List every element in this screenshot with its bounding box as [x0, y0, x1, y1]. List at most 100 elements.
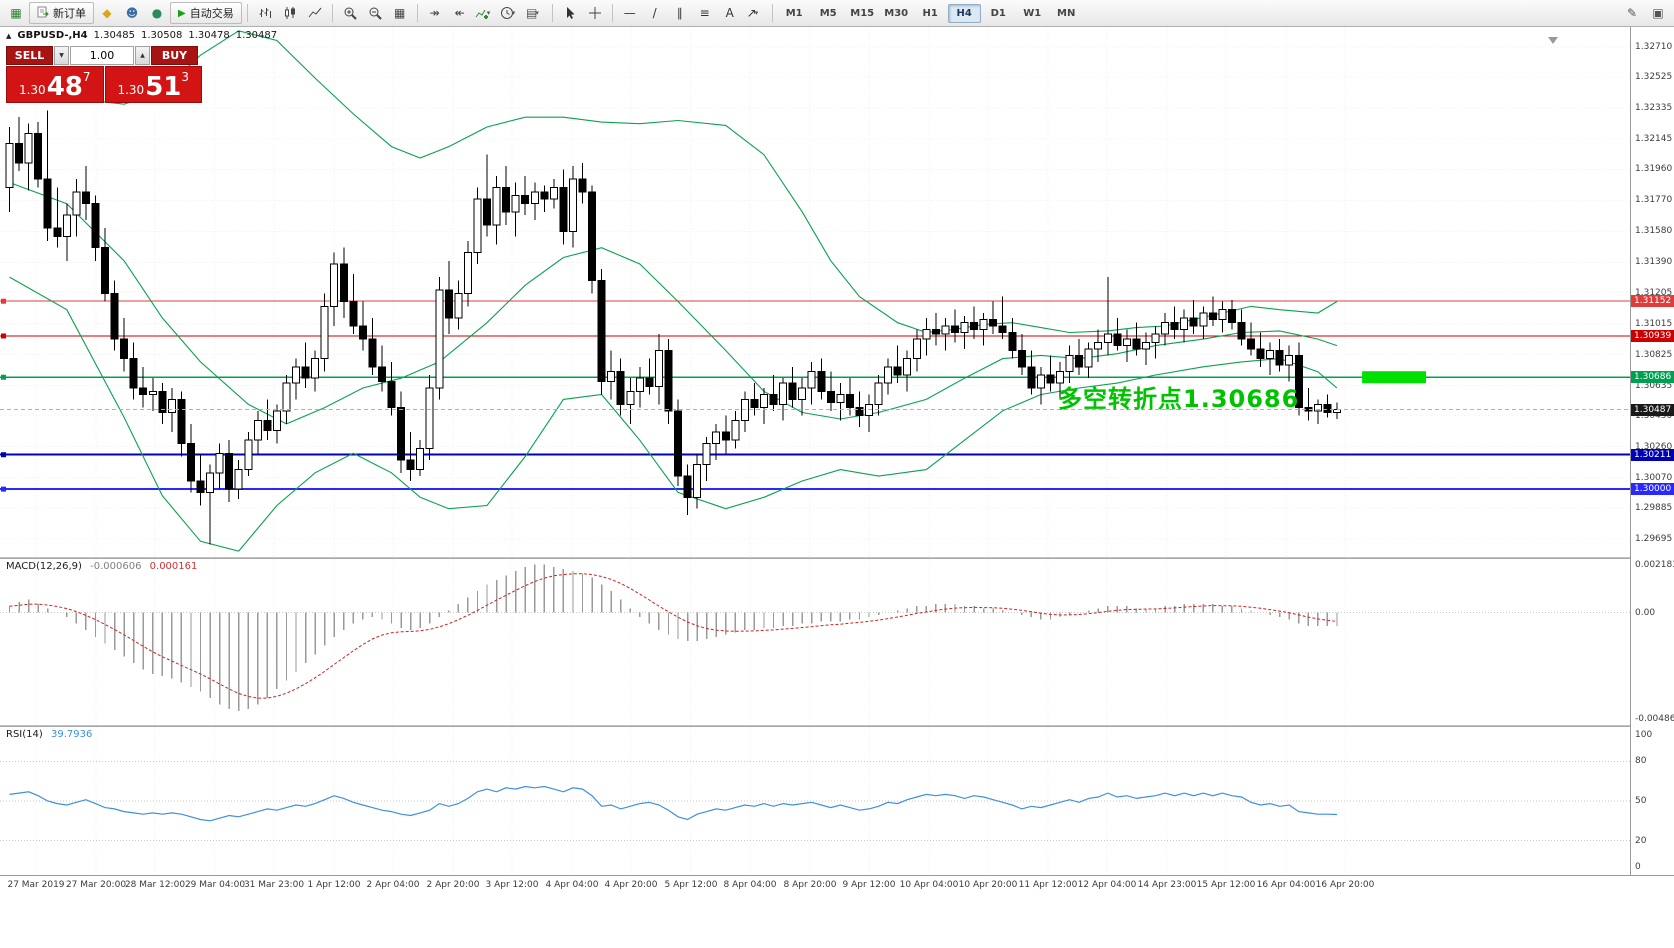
price-badge-1.30939: 1.30939 [1631, 329, 1674, 342]
hline-tool-icon[interactable]: — [623, 6, 636, 20]
buy-price-big: 51 [145, 71, 182, 102]
toolbar-separator [246, 4, 248, 22]
ohlc-high: 1.30508 [141, 30, 183, 41]
timeframe-m30[interactable]: M30 [884, 7, 909, 19]
rsi-scale-label: 80 [1635, 756, 1647, 767]
toolbar: ▦ 新订单 ◆ ☻ ● ▶ 自动交易 ▦ ↠ ↞ ▾ ▾ ▤ ▾ — / ∥ ≡ A ↗ ▾ M1 M5 M15 M30 H1 H4… [0, 0, 1674, 27]
chart-shift-icon[interactable]: ↞ [454, 6, 465, 20]
timeframe-h4[interactable]: H4 [947, 3, 981, 23]
sell-price-prefix: 1.30 [18, 83, 46, 97]
hline-handle-1.30211[interactable] [1, 452, 6, 458]
toolbar-separator [551, 4, 553, 22]
zoom-in-icon[interactable] [338, 2, 362, 24]
chart-shift-marker[interactable] [1548, 37, 1558, 44]
time-scale[interactable]: 27 Mar 2019 27 Mar 20:00 28 Mar 12:00 29 Ma… [0, 875, 1674, 897]
time-label: 5 Apr 12:00 [664, 880, 718, 890]
zoom-out-icon[interactable] [363, 2, 387, 24]
pivot-highlight-rect[interactable] [1362, 371, 1426, 384]
pivot-annotation-text[interactable]: 多空转折点1.30686 [1058, 385, 1300, 413]
price-scale[interactable]: 1.32710 1.32525 1.32335 1.32145 1.31960 1.317… [1630, 27, 1674, 897]
macd-signal-line [9, 573, 1338, 699]
hline-handle-1.30000[interactable] [1, 486, 6, 492]
time-label: 4 Apr 20:00 [604, 880, 658, 890]
autotrading-button[interactable]: ▶ 自动交易 [170, 2, 242, 24]
new-chart-icon[interactable]: ▦ [10, 6, 22, 20]
sell-button[interactable]: SELL [6, 46, 53, 65]
fibonacci-tool-icon[interactable]: ≡ [699, 6, 710, 20]
timeframe-h1[interactable]: H1 [922, 7, 938, 19]
price-badge-1.30000: 1.30000 [1631, 483, 1674, 496]
toolbar-separator [611, 4, 613, 22]
toolbar-separator [771, 4, 773, 22]
pencil-icon[interactable]: ✎ [1626, 6, 1638, 20]
hline-handle-1.30686[interactable] [1, 374, 6, 380]
macd-panel-canvas[interactable] [0, 559, 1630, 725]
ohlc-open: 1.30485 [93, 30, 135, 41]
text-tool-icon[interactable]: A [725, 6, 734, 20]
sell-price-button[interactable]: 1.30 48 7 [6, 66, 104, 103]
price-badge-1.30686: 1.30686 [1631, 371, 1674, 384]
price-scale-label: 1.31770 [1635, 195, 1673, 206]
new-order-button[interactable]: 新订单 [29, 2, 94, 24]
candlestick-chart-icon[interactable] [278, 2, 302, 24]
symbol-label: GBPUSD-,H4 [17, 30, 88, 41]
main-chart-canvas[interactable] [0, 27, 1630, 557]
metaeditor-icon[interactable]: ◆ [102, 6, 112, 20]
timeframe-m1[interactable]: M1 [785, 7, 803, 19]
rsi-panel-canvas[interactable] [0, 727, 1630, 875]
macd-signal-value: 0.000161 [149, 561, 198, 572]
volume-decrease-button[interactable]: ▼ [54, 46, 69, 65]
toolbar-separator [331, 4, 333, 22]
trendline-tool-icon[interactable]: / [652, 6, 657, 20]
cursor-icon[interactable] [558, 2, 582, 24]
ohlc-close: 1.30487 [235, 30, 278, 41]
price-scale-label: 1.31205 [1635, 287, 1673, 298]
buy-price-prefix: 1.30 [117, 83, 145, 97]
time-label: 2 Apr 20:00 [426, 880, 480, 890]
templates-icon[interactable]: ▤ ▾ [523, 2, 547, 24]
time-label: 29 Mar 04:00 [184, 880, 246, 890]
time-label: 10 Apr 20:00 [958, 880, 1018, 890]
timeframe-d1[interactable]: D1 [990, 7, 1006, 19]
rsi-scale-label: 0 [1635, 862, 1641, 872]
periods-icon[interactable]: ▾ [498, 2, 522, 24]
price-scale-label: 1.31960 [1635, 164, 1673, 175]
tile-windows-icon[interactable]: ▦ [394, 6, 406, 20]
time-label: 9 Apr 12:00 [842, 880, 896, 890]
line-chart-icon[interactable] [303, 2, 327, 24]
chart-header: ▲ GBPUSD-,H4 1.30485 1.30508 1.30478 1.3… [6, 30, 277, 41]
bollinger-lower-line [9, 276, 1338, 552]
candles [5, 110, 1341, 545]
trend-marker-icon: ▲ [6, 31, 12, 40]
timeframe-w1[interactable]: W1 [1023, 7, 1042, 19]
play-icon: ▶ [178, 7, 186, 19]
time-label: 2 Apr 04:00 [366, 880, 420, 890]
buy-price-pip: 3 [181, 70, 190, 84]
hline-handle-1.31152[interactable] [1, 298, 6, 304]
chart-window[interactable]: 1.32710 1.32525 1.32335 1.32145 1.31960 1.317… [0, 27, 1674, 948]
panel-separator[interactable] [0, 725, 1674, 727]
profiles-icon[interactable]: ☻ [125, 6, 139, 20]
buy-price-button[interactable]: 1.30 51 3 [104, 66, 202, 103]
rsi-value: 39.7936 [50, 729, 93, 740]
indicators-icon[interactable]: ▾ [473, 2, 497, 24]
time-label: 27 Mar 20:00 [65, 880, 127, 890]
rsi-scale-label: 100 [1635, 730, 1653, 740]
arrows-tool-icon[interactable]: ↗ ▾ [743, 2, 767, 24]
volume-input[interactable] [70, 46, 134, 65]
chevron-down-icon: ▾ [486, 9, 491, 17]
channel-tool-icon[interactable]: ∥ [676, 6, 683, 20]
hline-handle-1.30939[interactable] [1, 333, 6, 339]
rsi-scale-label: 20 [1635, 835, 1647, 846]
timeframe-mn[interactable]: MN [1057, 7, 1076, 19]
market-watch-icon[interactable]: ● [151, 6, 163, 20]
crosshair-icon[interactable] [583, 2, 607, 24]
expand-icon[interactable]: ▣ [1652, 6, 1664, 20]
buy-button[interactable]: BUY [151, 46, 198, 65]
timeframe-m5[interactable]: M5 [819, 7, 837, 19]
bar-chart-icon[interactable] [253, 2, 277, 24]
auto-scroll-icon[interactable]: ↠ [429, 6, 440, 20]
panel-separator[interactable] [0, 557, 1674, 559]
timeframe-m15[interactable]: M15 [850, 7, 875, 19]
volume-increase-button[interactable]: ▲ [135, 46, 150, 65]
